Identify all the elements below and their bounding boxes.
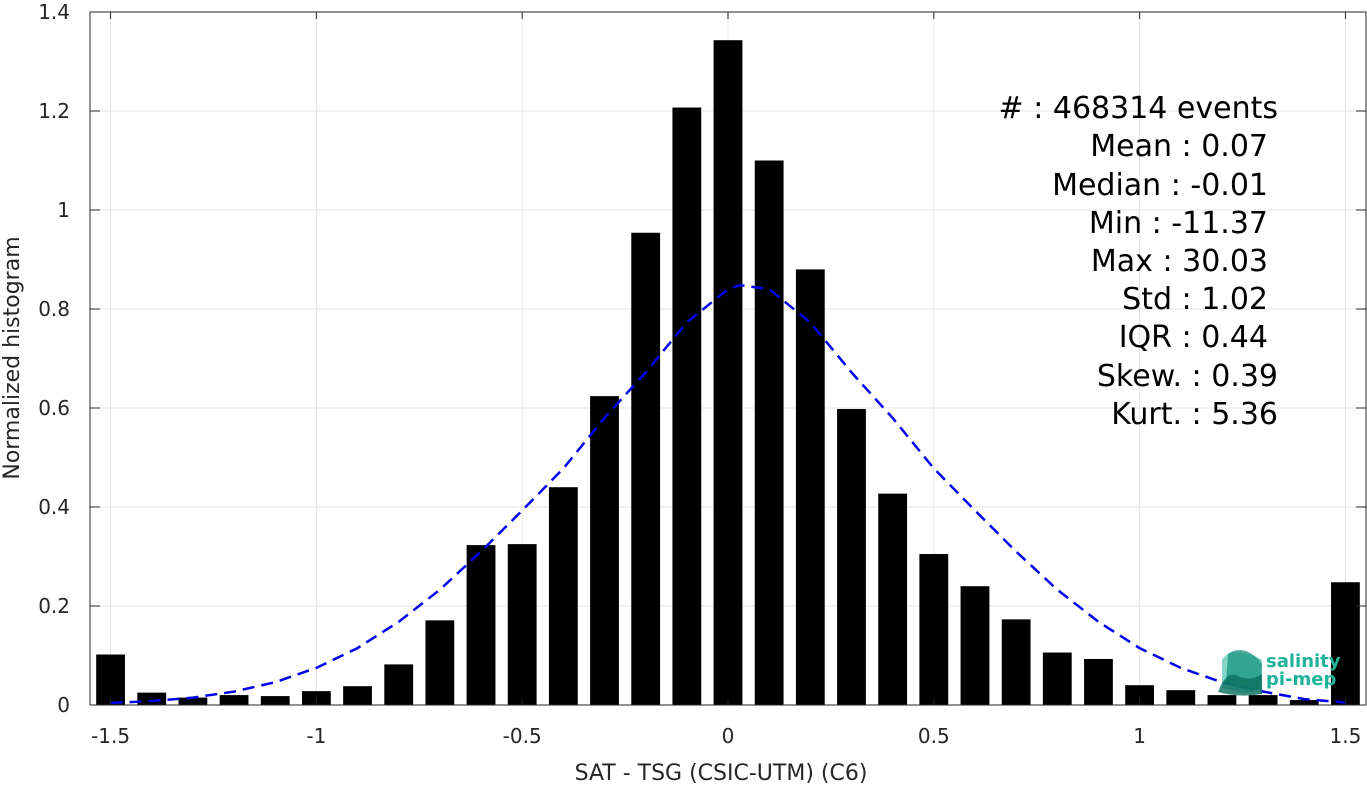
- histogram-bar: [960, 586, 990, 705]
- x-tick-label: 1: [1133, 724, 1146, 748]
- histogram-bar: [1042, 652, 1072, 705]
- histogram-bar: [548, 487, 578, 705]
- histogram-bar: [795, 269, 825, 705]
- wave-logo-icon: [1218, 650, 1262, 696]
- histogram-bar: [1207, 695, 1237, 705]
- histogram-bar: [507, 544, 537, 705]
- histogram-bar: [425, 620, 455, 705]
- logo-text-pi-mep: pi-mep: [1266, 669, 1336, 690]
- histogram-bar: [919, 554, 949, 705]
- histogram-bar: [178, 697, 208, 705]
- histogram-bar: [466, 545, 496, 705]
- x-tick-label: -0.5: [503, 724, 542, 748]
- y-tick-label: 0.4: [38, 495, 70, 519]
- x-tick-label: 0.5: [918, 724, 950, 748]
- y-tick-label: 0.6: [38, 396, 70, 420]
- stat-mean: Mean : 0.07: [1090, 129, 1268, 164]
- stat-max: Max : 30.03: [1091, 244, 1268, 279]
- histogram-bar: [1125, 685, 1155, 705]
- stat-median: Median : -0.01: [1052, 168, 1268, 203]
- histogram-bar: [1289, 700, 1319, 705]
- x-tick-label: 0: [722, 724, 735, 748]
- stat-min: Min : -11.37: [1089, 206, 1268, 241]
- histogram-bar: [631, 232, 661, 705]
- histogram-bar: [837, 408, 866, 705]
- salinity-pi-mep-logo: salinity pi-mep: [1218, 650, 1341, 696]
- y-tick-label: 1: [57, 198, 70, 222]
- x-axis-label: SAT - TSG (CSIC-UTM) (C6): [575, 761, 868, 785]
- histogram-bar: [713, 40, 743, 705]
- y-tick-label: 1.2: [38, 99, 70, 123]
- histogram-bar: [672, 107, 702, 705]
- y-tick-label: 0: [57, 693, 70, 717]
- stat-iqr: IQR : 0.44: [1119, 320, 1268, 355]
- histogram-bar: [1166, 690, 1196, 705]
- histogram-bar: [343, 686, 372, 705]
- histogram-bar: [590, 396, 619, 705]
- histogram-bar: [384, 664, 414, 705]
- x-tick-label: 1.5: [1330, 724, 1362, 748]
- y-tick-label: 0.8: [38, 297, 70, 321]
- histogram-bar: [1001, 619, 1031, 705]
- normal-fit-curve: [110, 283, 1346, 705]
- x-tick-label: -1.5: [91, 724, 130, 748]
- histogram-bar: [754, 160, 784, 705]
- histogram-bar: [137, 692, 167, 705]
- x-tick-label: -1: [306, 724, 326, 748]
- stat-skew: Skew. : 0.39: [1097, 359, 1278, 394]
- y-tick-label: 1.4: [38, 0, 70, 24]
- logo-text-salinity: salinity: [1266, 651, 1341, 672]
- histogram-bar: [1084, 658, 1113, 705]
- histogram-bar: [1248, 695, 1278, 705]
- stat-count: # : 468314 events: [999, 91, 1278, 126]
- histogram-bar: [96, 654, 125, 705]
- y-tick-label: 0.2: [38, 594, 70, 618]
- y-axis-label: Normalized histogram: [0, 236, 25, 479]
- statistics-box: # : 468314 events Mean : 0.07 Median : -…: [999, 91, 1278, 432]
- histogram-bar: [260, 696, 290, 705]
- histogram-bar: [219, 695, 249, 705]
- stat-kurt: Kurt. : 5.36: [1111, 397, 1278, 432]
- bars: [96, 40, 1360, 705]
- histogram-bar: [878, 493, 908, 705]
- stat-std: Std : 1.02: [1122, 282, 1268, 317]
- histogram-bar: [1331, 582, 1360, 705]
- axis-ticks: -1.5 -1 -0.5 0 0.5 1 1.5 0 0.2 0.4 0.6 0.8 1 1.2 1.4: [38, 0, 1366, 748]
